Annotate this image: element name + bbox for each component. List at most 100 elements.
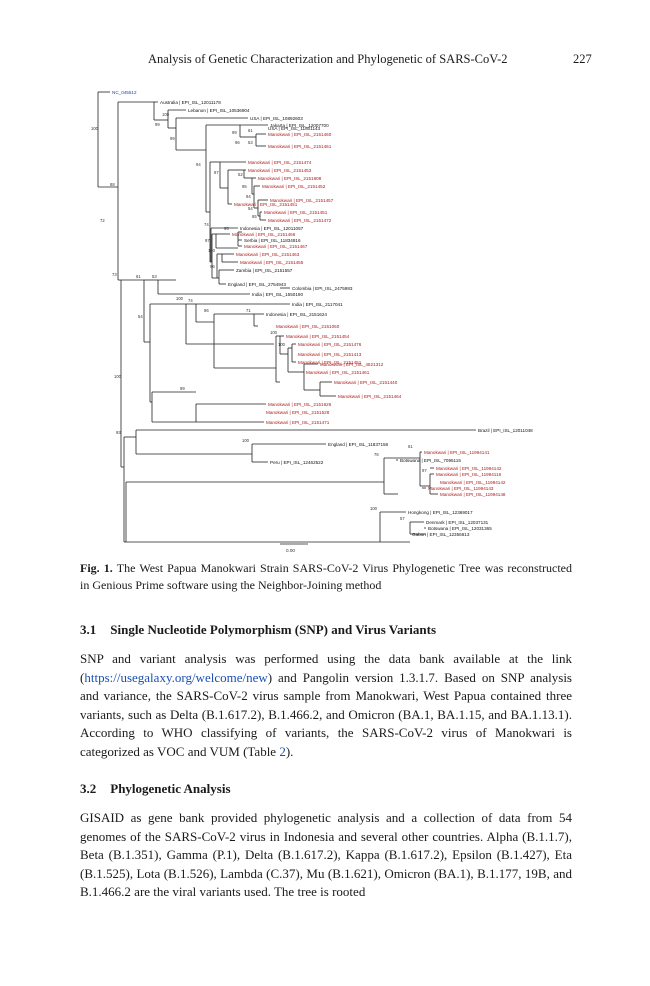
tree-tip-label: Hongkong | EPI_ISL_12369017 xyxy=(408,510,473,515)
section-title: Phylogenetic Analysis xyxy=(110,781,231,796)
running-head: Analysis of Genetic Characterization and… xyxy=(0,52,650,70)
tree-tip-label: Manokwari | EPI_ISL_11994143 xyxy=(428,486,494,491)
tree-tip-label: Gabon | EPI_ISL_12356613 xyxy=(412,532,470,537)
paragraph-text: GISAID as gene bank provided phylogeneti… xyxy=(80,810,572,899)
bootstrap-support-value: 94 xyxy=(196,162,201,167)
usegalaxy-link[interactable]: https://usegalaxy.org/welcome/new xyxy=(84,669,268,685)
bootstrap-support-value: 87 xyxy=(214,170,219,175)
bootstrap-support-value: 53 xyxy=(152,274,157,279)
tree-tip-label: Manokwari | EPI_ISL_2151452 xyxy=(262,184,326,189)
tree-tip-label: Manokwari | EPI_ISL_2151464 xyxy=(338,394,402,399)
tree-tip-label: USA | EPI_ISL_10892603 xyxy=(250,116,303,121)
bootstrap-support-value: 53 xyxy=(248,140,253,145)
figure-caption-label: Fig. 1. xyxy=(80,561,113,575)
tree-tip-label: Peru | EPI_ISL_12462522 xyxy=(270,460,324,465)
tree-tip-label: Serbia | EPI_ISL_11834816 xyxy=(244,238,301,243)
tree-tip-label: USA | EPI_ISL_11801143 xyxy=(268,126,321,131)
bootstrap-support-value: 100 xyxy=(370,506,378,511)
bootstrap-support-value: 71 xyxy=(246,308,251,313)
tree-tip-label: Manokwari | EPI_ISL_11994148 xyxy=(440,492,506,497)
bootstrap-support-value: 99 xyxy=(180,386,185,391)
tree-tip-label: Colombia | EPI_ISL_2475983 xyxy=(292,286,353,291)
tree-tip-label: Manokwari | EPI_ISL_2151472 xyxy=(268,218,332,223)
tree-tip-label: Manokwari | EPI_ISL_2151471 xyxy=(266,420,330,425)
page-number: 227 xyxy=(573,52,592,66)
bootstrap-support-value: 100 xyxy=(114,374,122,379)
section-number: 3.2 xyxy=(80,781,97,796)
tree-tip-label: Manokwari | EPI_ISL_2151454 xyxy=(286,334,350,339)
bootstrap-support-value: 96 xyxy=(204,308,209,313)
tree-tip-label: Manokwari | EPI_ISL_2151528 xyxy=(266,410,330,415)
bootstrap-support-value: 96 xyxy=(210,264,215,269)
bootstrap-support-value: 99 xyxy=(155,122,160,127)
paragraph-text: ). xyxy=(285,743,294,759)
tree-tip-label: Manokwari | EPI_ISL_2151463 xyxy=(236,252,300,257)
tree-tip-label: Manokwari | EPI_ISL_2151467 xyxy=(244,244,308,249)
bootstrap-support-value: 54 xyxy=(248,206,253,211)
bootstrap-support-value: 100 xyxy=(162,112,170,117)
tree-tip-label: Manokwari | EPI_ISL_2151050 xyxy=(276,324,340,329)
bootstrap-support-value: 61 xyxy=(136,274,141,279)
phylogenetic-tree: NC_045512 Australia | EPI_ISL_12011178 Leb… xyxy=(91,90,533,552)
tree-tip-label: Manokwari | EPI_ISL_11994116 xyxy=(436,472,502,477)
bootstrap-support-value: 100 xyxy=(242,438,250,443)
tree-tip-label: Manokwari | EPI_ISL_2151451 xyxy=(298,360,362,365)
bootstrap-support-value: 88 xyxy=(110,182,115,187)
tree-tip-label: India | EPI_ISL_1550190 xyxy=(252,292,303,297)
paragraph-text: ) and Pangolin version 1.3.1.7. Based on… xyxy=(80,669,572,759)
tree-tip-label: Indonesia | EPI_ISL_12011057 xyxy=(240,226,304,231)
bootstrap-support-value: 61 xyxy=(408,444,413,449)
tree-tip-label: Denmark | EPI_ISL_12037131 xyxy=(426,520,489,525)
scale-bar-label: 0.00 xyxy=(286,548,295,552)
bootstrap-support-value: 95 xyxy=(242,184,247,189)
section-title: Single Nucleotide Polymorphism (SNP) and… xyxy=(110,622,437,637)
figure-caption-text: The West Papua Manokwari Strain SARS-CoV… xyxy=(80,561,572,592)
tree-tip-label: Manokwari | EPI_ISL_2151461 xyxy=(306,370,370,375)
bootstrap-support-value: 74 xyxy=(188,298,193,303)
tree-tip-label: Manokwari | EPI_ISL_2151461 xyxy=(268,144,332,149)
bootstrap-support-value: 73 xyxy=(112,272,117,277)
bootstrap-support-value: 76 xyxy=(374,452,379,457)
tree-tip-label: Manokwari | EPI_ISL_2151451 xyxy=(264,210,328,215)
tree-tip-label: Manokwari | EPI_ISL_2151451 xyxy=(234,202,298,207)
section-heading-3-1: 3.1 Single Nucleotide Polymorphism (SNP) … xyxy=(80,622,436,638)
tree-tip-label: Manokwari | EPI_ISL_2151476 xyxy=(298,342,362,347)
section-number: 3.1 xyxy=(80,622,97,637)
tree-tip-label: Manokwari | EPI_ISL_4521312 xyxy=(320,362,384,367)
tree-tip-label: NC_045512 xyxy=(112,90,137,95)
bootstrap-support-value: 99 xyxy=(170,136,175,141)
table-reference-link[interactable]: 2 xyxy=(279,743,286,759)
bootstrap-support-value: 93 xyxy=(116,430,121,435)
bootstrap-support-value: 54 xyxy=(138,314,143,319)
bootstrap-support-value: 52 xyxy=(238,172,243,177)
running-head-title: Analysis of Genetic Characterization and… xyxy=(148,52,508,66)
paragraph-phylogenetic-analysis: GISAID as gene bank provided phylogeneti… xyxy=(80,809,572,902)
phylogenetic-tree-figure: NC_045512 Australia | EPI_ISL_12011178 Leb… xyxy=(80,82,580,552)
tree-tip-label: Manokwari | EPI_ISL_2151413 xyxy=(298,352,362,357)
tree-tip-label: Manokwari | EPI_ISL_2151466 xyxy=(232,232,296,237)
bootstrap-support-value: 100 xyxy=(208,248,216,253)
figure-caption: Fig. 1. The West Papua Manokwari Strain S… xyxy=(80,560,572,594)
tree-tip-label: Botswana | EPI_ISL_7095115 xyxy=(400,458,461,463)
tree-tip-label: Manokwari | EPI_ISL_11994141 xyxy=(424,450,490,455)
tree-tip-label: Jakarta | EPI_ISL_12007700 xyxy=(270,123,329,128)
bootstrap-support-value: 72 xyxy=(100,218,105,223)
bootstrap-support-value: 100 xyxy=(91,126,99,131)
tree-tip-label: England | EPI_ISL_2754943 xyxy=(228,282,286,287)
tree-tip-label: Manokwari | EPI_ISL_2151457 xyxy=(270,198,334,203)
tree-tip-label: Manokwari | EPI_ISL_11994142 xyxy=(440,480,506,485)
bootstrap-support-value: 97 xyxy=(422,468,427,473)
section-heading-3-2: 3.2 Phylogenetic Analysis xyxy=(80,781,231,797)
bootstrap-support-value: 57 xyxy=(400,516,405,521)
tree-tip-label: Manokwari | EPI_ISL_2151808 xyxy=(258,176,322,181)
bootstrap-support-value: 95 xyxy=(224,226,229,231)
tree-tip-label: Brazil | EPI_ISL_12011048 xyxy=(478,428,533,433)
bootstrap-support-value: 100 xyxy=(278,342,286,347)
tree-tip-label: Manokwari | EPI_ISL_2151455 xyxy=(240,260,304,265)
bootstrap-support-value: 97 xyxy=(205,238,210,243)
bootstrap-support-value: 74 xyxy=(204,222,209,227)
paragraph-text: SNP and variant analysis was performed u… xyxy=(80,651,572,685)
tree-tip-label: Manokwari | EPI_ISL_2151440 xyxy=(334,380,398,385)
tree-tip-label: Manokwari | EPI_ISL_2151460 xyxy=(268,132,332,137)
tree-tip-label: Botswana | EPI_ISL_12031365 xyxy=(428,526,492,531)
